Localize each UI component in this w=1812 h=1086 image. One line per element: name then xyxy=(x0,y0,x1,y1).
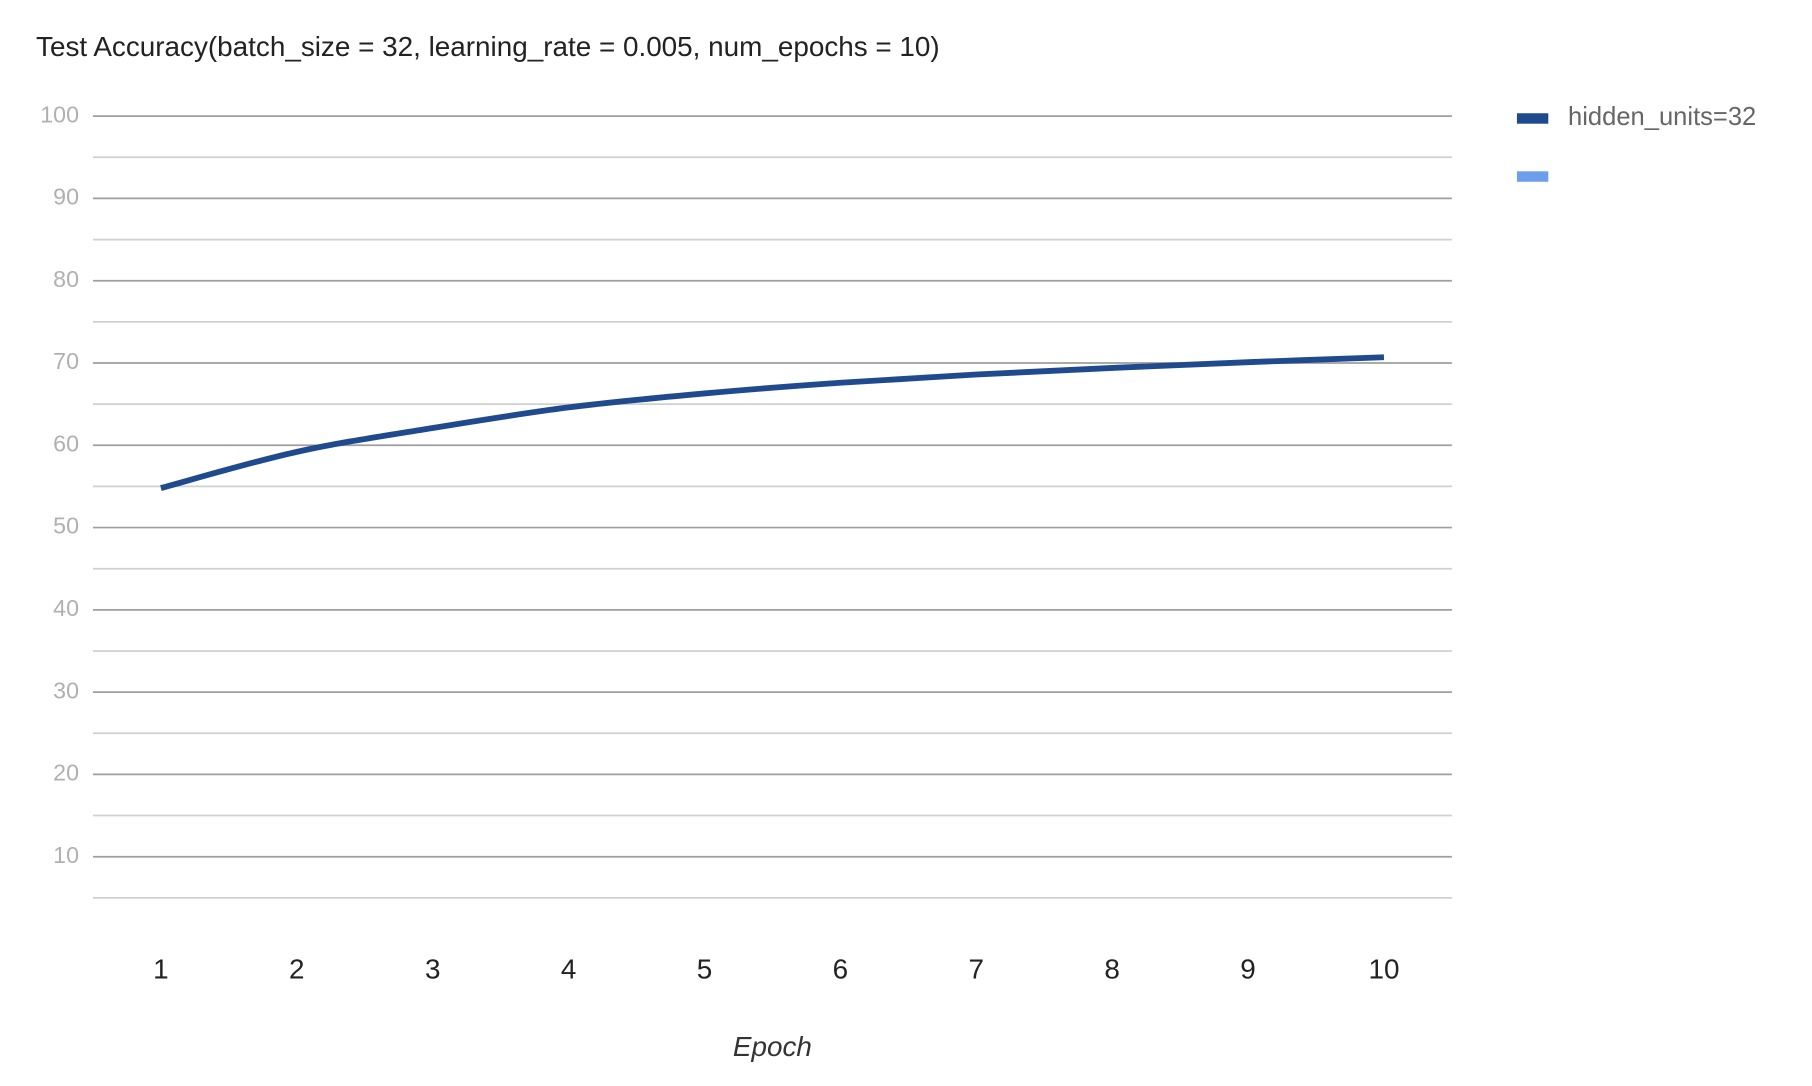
y-tick-label: 90 xyxy=(53,184,79,210)
chart-title: Test Accuracy(batch_size = 32, learning_… xyxy=(36,31,940,62)
x-tick-label: 5 xyxy=(697,953,713,984)
y-tick-label: 20 xyxy=(53,760,79,786)
x-tick-label: 9 xyxy=(1240,953,1256,984)
legend-label: hidden_units=32 xyxy=(1568,103,1756,131)
y-tick-label: 100 xyxy=(40,101,79,127)
line-series xyxy=(160,354,1385,491)
x-tick-label: 6 xyxy=(833,953,849,984)
y-tick-label: 80 xyxy=(53,266,79,292)
y-tick-label: 30 xyxy=(53,677,79,703)
y-tick-label: 50 xyxy=(53,513,79,539)
x-tick-label: 7 xyxy=(969,953,985,984)
x-tick-label: 2 xyxy=(289,953,305,984)
x-tick-label: 10 xyxy=(1368,953,1399,984)
y-tick-label: 40 xyxy=(53,595,79,621)
y-tick-label: 10 xyxy=(53,842,79,868)
x-tick-label: 4 xyxy=(561,953,577,984)
x-tick-label: 8 xyxy=(1104,953,1120,984)
legend-swatch xyxy=(1516,171,1549,182)
x-tick-label: 1 xyxy=(153,953,169,984)
x-tick-label: 3 xyxy=(425,953,441,984)
y-tick-label: 60 xyxy=(53,430,79,456)
legend-swatch xyxy=(1516,113,1549,124)
x-axis-title: Epoch xyxy=(733,1031,812,1062)
y-tick-label: 70 xyxy=(53,348,79,374)
